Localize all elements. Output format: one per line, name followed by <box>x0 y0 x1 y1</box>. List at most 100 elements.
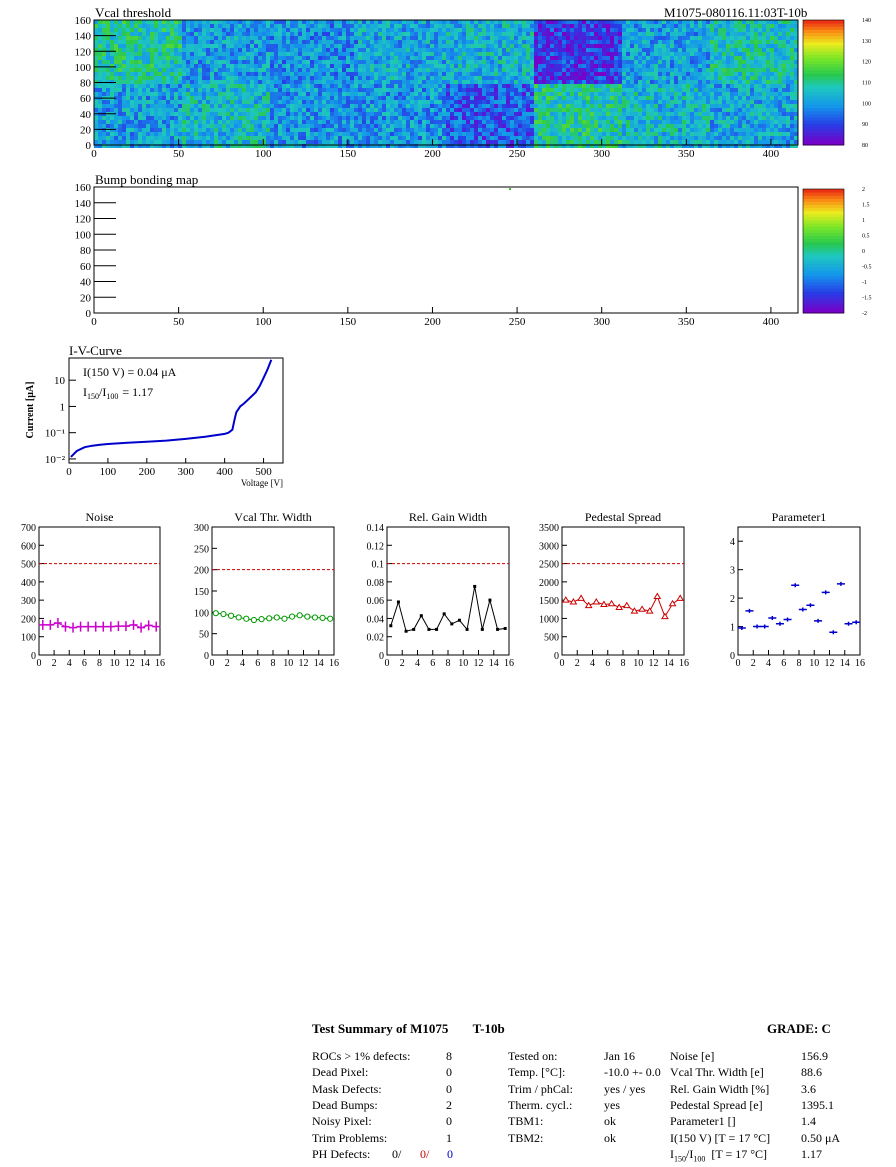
summary-left-value-1: 0 <box>446 1064 452 1080</box>
y-tick-label-vcal-0: 0 <box>86 140 92 152</box>
colorbar-tick-vcal-2: 100 <box>862 101 871 107</box>
x-tick-label-noise-4: 4 <box>67 658 72 669</box>
ratio-sub-150: 150 <box>674 1154 686 1163</box>
point-vcalw-7 <box>267 616 272 621</box>
ph-defects-row: PH Defects: 0/ 0/ 0 <box>312 1146 370 1162</box>
y-tick-label-bump-140: 140 <box>75 198 92 210</box>
y-tick-label-bump-20: 20 <box>80 292 92 304</box>
x-tick-label-noise-0: 0 <box>37 658 42 669</box>
y-tick-label-bump-120: 120 <box>75 214 92 226</box>
point-gain-10 <box>466 628 469 631</box>
colorbar-tick-vcal-6: 140 <box>862 18 871 24</box>
point-param-1 <box>745 609 753 613</box>
y-tick-label-gain-7: 0.14 <box>367 523 385 534</box>
summary-right-value-1: 88.6 <box>801 1064 822 1080</box>
point-param-6 <box>784 617 792 621</box>
point-param-13 <box>837 582 845 586</box>
point-gain-7 <box>443 612 446 615</box>
y-tick-label-vcal-160: 160 <box>75 15 92 27</box>
y-tick-label-vcal-120: 120 <box>75 46 92 58</box>
x-tick-label-gain-0: 0 <box>385 658 390 669</box>
iv-y-tick-label-0: 10⁻² <box>45 454 66 466</box>
x-tick-label-vcal-250: 250 <box>509 148 526 160</box>
iv-y-tick-label-1: 10⁻¹ <box>45 428 65 440</box>
x-tick-label-ped-10: 10 <box>633 658 643 669</box>
point-param-14 <box>845 622 853 626</box>
x-tick-label-vcalw-14: 14 <box>314 658 324 669</box>
y-tick-label-param-4: 4 <box>730 537 735 548</box>
x-tick-label-ped-16: 16 <box>679 658 689 669</box>
point-param-12 <box>829 630 837 634</box>
x-tick-label-vcalw-12: 12 <box>299 658 309 669</box>
x-tick-label-vcalw-6: 6 <box>255 658 260 669</box>
x-tick-label-param-0: 0 <box>736 658 741 669</box>
x-tick-label-gain-4: 4 <box>415 658 420 669</box>
point-vcalw-9 <box>282 616 287 621</box>
y-tick-label-bump-40: 40 <box>80 277 92 289</box>
colorbar-tick-vcal-0: 80 <box>862 143 868 149</box>
x-tick-label-ped-8: 8 <box>621 658 626 669</box>
point-noise-6 <box>84 622 92 632</box>
summary-mid-value-4: ok <box>604 1113 616 1129</box>
ratio-sub-100: 100 <box>693 1154 705 1163</box>
point-vcalw-15 <box>328 616 333 621</box>
y-tick-label-noise-5: 500 <box>21 560 36 571</box>
y-tick-label-noise-2: 200 <box>21 614 36 625</box>
summary-mid-label-4: TBM1: <box>508 1113 543 1129</box>
summary-left-value-0: 8 <box>446 1048 452 1064</box>
module-id-label: M1075-080116.11:03T-10b <box>664 5 807 21</box>
point-param-15 <box>852 620 860 624</box>
bump-dot <box>509 188 511 190</box>
point-gain-1 <box>397 600 400 603</box>
x-tick-label-param-10: 10 <box>809 658 819 669</box>
x-tick-label-vcal-100: 100 <box>255 148 272 160</box>
point-noise-3 <box>61 622 69 632</box>
summary-right-label-5: I(150 V) [T = 17 °C] <box>670 1130 770 1146</box>
x-tick-label-gain-12: 12 <box>474 658 484 669</box>
y-tick-label-bump-100: 100 <box>75 229 92 241</box>
colorbar-tick-vcal-4: 120 <box>862 60 871 66</box>
y-tick-label-gain-6: 0.12 <box>367 541 385 552</box>
point-vcalw-11 <box>297 613 302 618</box>
x-tick-label-ped-0: 0 <box>560 658 565 669</box>
colorbar-tick-bump-1: -1.5 <box>862 296 872 302</box>
point-noise-7 <box>92 622 100 632</box>
frame-ped <box>562 527 684 655</box>
point-noise-12 <box>130 620 138 630</box>
frame-gain <box>387 527 509 655</box>
y-tick-label-noise-0: 0 <box>31 651 36 662</box>
y-tick-label-ped-4: 2000 <box>539 578 559 589</box>
summary-left-value-4: 0 <box>446 1113 452 1129</box>
iv-x-tick-label-300: 300 <box>177 466 194 478</box>
title-param: Parameter1 <box>772 510 827 524</box>
point-gain-13 <box>488 599 491 602</box>
x-tick-label-noise-6: 6 <box>82 658 87 669</box>
ph-defects-value-2: 0/ <box>420 1146 429 1162</box>
y-tick-label-bump-60: 60 <box>80 261 92 273</box>
y-tick-label-gain-3: 0.06 <box>367 596 385 607</box>
y-tick-label-vcalw-1: 50 <box>199 630 209 641</box>
point-ped-8 <box>624 603 630 608</box>
colorbar-tick-vcal-3: 110 <box>862 81 871 87</box>
summary-left-label-4: Noisy Pixel: <box>312 1113 372 1129</box>
colorbar-tick-bump-6: 1 <box>862 218 865 224</box>
point-noise-10 <box>114 621 122 631</box>
x-tick-label-vcalw-4: 4 <box>240 658 245 669</box>
point-noise-4 <box>69 623 77 633</box>
ratio-row: I150/I100 [T = 17 °C] 1.17 <box>670 1146 767 1167</box>
point-param-2 <box>753 625 761 629</box>
point-gain-2 <box>405 630 408 633</box>
x-tick-label-gain-2: 2 <box>400 658 405 669</box>
x-tick-label-gain-6: 6 <box>430 658 435 669</box>
point-vcalw-10 <box>289 614 294 619</box>
point-noise-2 <box>54 618 62 628</box>
x-tick-label-vcalw-0: 0 <box>210 658 215 669</box>
ratio-value: 1.17 <box>801 1146 822 1162</box>
x-tick-label-vcalw-2: 2 <box>225 658 230 669</box>
y-tick-label-gain-0: 0 <box>379 651 384 662</box>
title-gain: Rel. Gain Width <box>409 510 487 524</box>
colorbar-tick-bump-7: 1.5 <box>862 203 870 209</box>
